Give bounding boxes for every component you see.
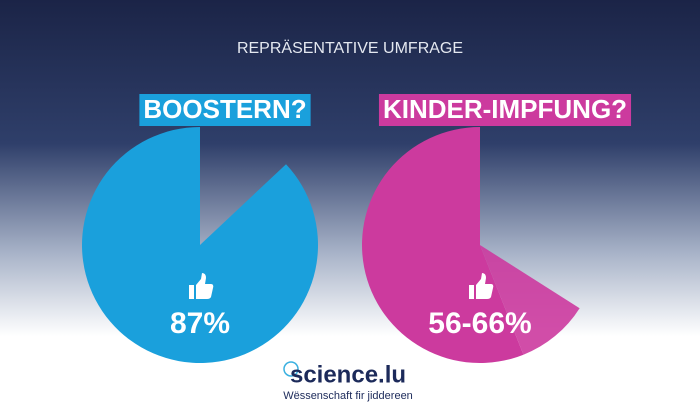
header-title: REPRÄSENTATIVE UMFRAGE	[237, 39, 463, 57]
question-box	[378, 94, 632, 126]
percent-label: 56-66%	[428, 307, 531, 340]
question-label: KINDER-IMPFUNG?	[383, 94, 627, 124]
question-label: BOOSTERN?	[143, 94, 306, 124]
pie-slice	[82, 126, 319, 363]
question-box	[139, 94, 311, 126]
logo-name: science.lu	[290, 361, 406, 388]
logo-box	[275, 357, 421, 405]
pie-range-slice	[480, 245, 580, 355]
pie-slice	[361, 127, 524, 363]
percent-label: 87%	[170, 307, 230, 340]
logo-icon	[283, 361, 299, 377]
logo-tagline: Wëssenschaft fir jiddereen	[283, 390, 413, 402]
